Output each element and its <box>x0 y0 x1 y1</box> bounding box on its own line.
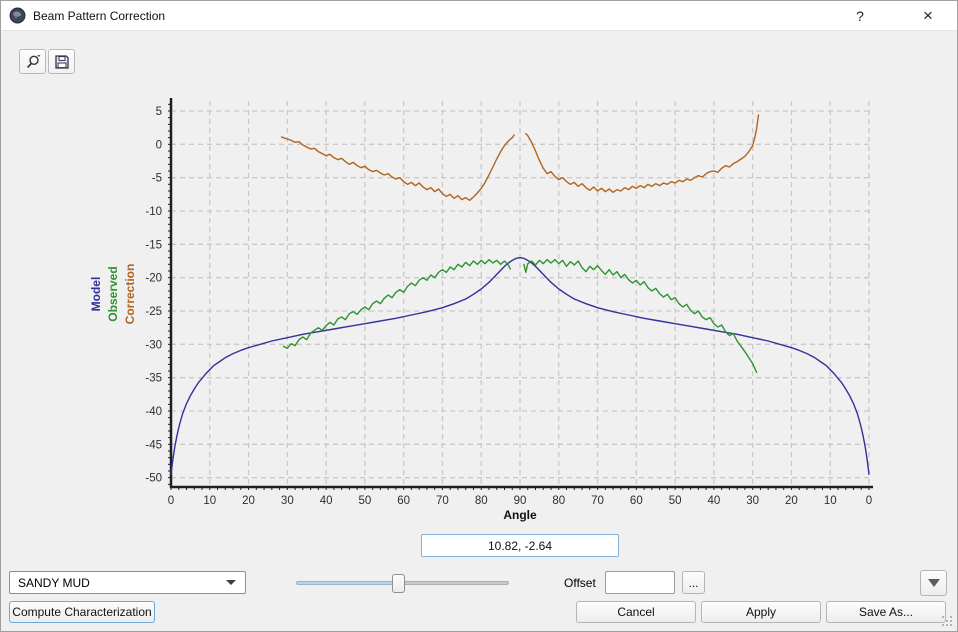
beam-pattern-chart[interactable]: 0 10 20 30 40 50 60 70 80 90 80 70 60 50 40 30 20 10 050-5… <box>1 31 958 526</box>
triangle-down-icon <box>927 579 940 587</box>
svg-text:10: 10 <box>824 495 837 507</box>
svg-text:30: 30 <box>746 495 759 507</box>
svg-text:20: 20 <box>242 495 255 507</box>
svg-text:-15: -15 <box>145 239 162 251</box>
titlebar: Beam Pattern Correction ? × <box>1 1 957 31</box>
apply-button[interactable]: Apply <box>701 601 821 623</box>
svg-text:30: 30 <box>281 495 294 507</box>
offset-label: Offset <box>564 576 596 590</box>
svg-text:0: 0 <box>866 495 872 507</box>
sediment-type-value: SANDY MUD <box>18 575 90 590</box>
svg-text:40: 40 <box>707 495 720 507</box>
svg-text:-25: -25 <box>145 306 162 318</box>
offset-browse-button[interactable]: ... <box>682 571 705 594</box>
svg-text:70: 70 <box>591 495 604 507</box>
slider-track-filled[interactable] <box>296 581 394 585</box>
svg-text:-30: -30 <box>145 339 162 351</box>
floppy-disk-icon <box>54 54 69 69</box>
svg-text:5: 5 <box>156 106 162 118</box>
help-button[interactable]: ? <box>856 8 864 24</box>
save-tool-button[interactable] <box>48 49 75 74</box>
slider-track-empty[interactable] <box>403 581 509 585</box>
svg-text:-35: -35 <box>145 373 162 385</box>
svg-text:Correction: Correction <box>123 264 137 325</box>
svg-text:Model: Model <box>89 277 103 312</box>
svg-text:0: 0 <box>168 495 174 507</box>
slider-thumb[interactable] <box>392 574 405 593</box>
offset-input[interactable] <box>605 571 675 594</box>
svg-text:50: 50 <box>358 495 371 507</box>
svg-text:60: 60 <box>630 495 643 507</box>
svg-text:80: 80 <box>552 495 565 507</box>
beam-slider[interactable] <box>296 573 509 593</box>
expand-panel-button[interactable] <box>920 570 947 596</box>
magnifier-icon <box>26 54 40 68</box>
svg-text:0: 0 <box>156 139 162 151</box>
zoom-tool-button[interactable] <box>19 49 46 74</box>
svg-text:-50: -50 <box>145 473 162 485</box>
svg-text:10: 10 <box>203 495 216 507</box>
window-title: Beam Pattern Correction <box>33 8 166 23</box>
svg-text:-45: -45 <box>145 439 162 451</box>
coordinate-value: 10.82, -2.64 <box>487 538 553 553</box>
svg-text:Angle: Angle <box>503 508 537 522</box>
svg-text:90: 90 <box>514 495 527 507</box>
svg-text:40: 40 <box>320 495 333 507</box>
cancel-button[interactable]: Cancel <box>576 601 696 623</box>
svg-text:Observed: Observed <box>106 266 120 321</box>
chevron-down-icon <box>226 580 236 585</box>
app-icon <box>9 7 26 24</box>
svg-text:50: 50 <box>669 495 682 507</box>
svg-text:20: 20 <box>785 495 798 507</box>
resize-grip[interactable] <box>942 616 954 628</box>
svg-text:70: 70 <box>436 495 449 507</box>
svg-text:-10: -10 <box>145 206 162 218</box>
svg-text:80: 80 <box>475 495 488 507</box>
svg-text:60: 60 <box>397 495 410 507</box>
cursor-coordinate-readout: 10.82, -2.64 <box>421 534 619 557</box>
svg-text:-40: -40 <box>145 406 162 418</box>
sediment-type-select[interactable]: SANDY MUD <box>9 571 246 594</box>
save-as-button[interactable]: Save As... <box>826 601 946 623</box>
svg-text:-5: -5 <box>152 173 162 185</box>
close-button[interactable]: × <box>923 6 933 25</box>
compute-characterization-button[interactable]: Compute Characterization <box>9 601 155 623</box>
svg-text:-20: -20 <box>145 273 162 285</box>
